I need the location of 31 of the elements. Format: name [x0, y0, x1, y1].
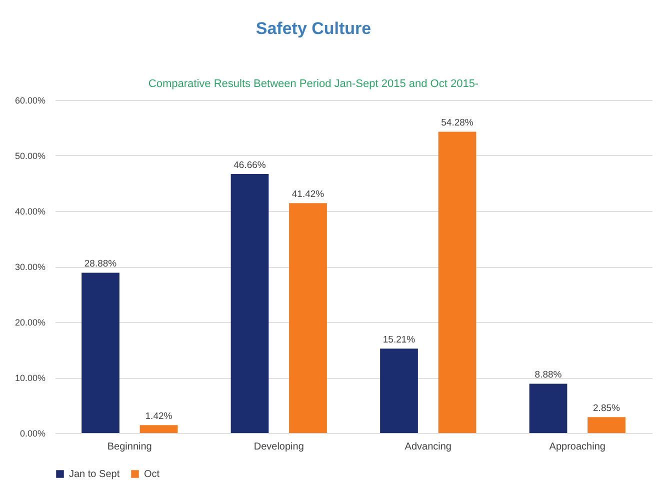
data-label: 2.85% [593, 403, 621, 414]
y-tick-label: 40.00% [14, 206, 46, 216]
chart-title: Safety Culture [256, 19, 372, 38]
data-label: 15.21% [382, 334, 416, 346]
y-tick-label: 20.00% [14, 318, 46, 328]
data-label: 8.88% [534, 370, 562, 381]
y-tick-label: 0.00% [20, 428, 46, 438]
bar [289, 203, 327, 433]
bar [588, 417, 626, 433]
bar [438, 132, 476, 433]
legend-label: Oct [144, 469, 160, 480]
bar [230, 174, 269, 433]
y-tick-label: 30.00% [14, 262, 46, 272]
bar [140, 425, 178, 433]
chart-subtitle: Comparative Results Between Period Jan-Sept 2015 and Oct 2015- [148, 78, 479, 90]
y-tick-label: 50.00% [14, 151, 46, 161]
y-tick-label: 60.00% [14, 96, 46, 106]
bar [82, 272, 120, 433]
data-label: 1.42% [145, 411, 173, 422]
bar [529, 384, 568, 433]
x-tick-label: Developing [254, 442, 304, 452]
bar [380, 348, 418, 433]
data-label: 46.66% [234, 160, 266, 172]
data-label: 41.42% [292, 189, 325, 200]
y-tick-label: 10.00% [14, 373, 46, 383]
legend-label: Jan to Sept [69, 469, 120, 480]
x-tick-label: Beginning [107, 442, 152, 452]
data-label: 54.28% [441, 118, 474, 129]
x-tick-label: Approaching [549, 442, 606, 452]
data-label: 28.88% [84, 258, 118, 270]
x-tick-label: Advancing [404, 442, 452, 452]
